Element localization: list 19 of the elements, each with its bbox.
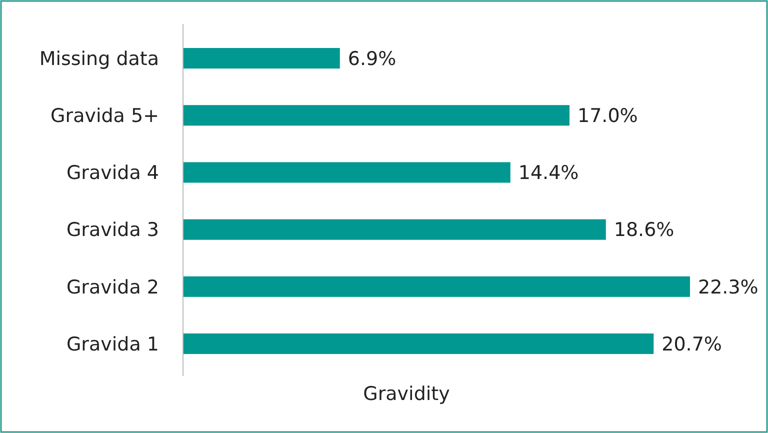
bar bbox=[183, 162, 510, 183]
bar bbox=[183, 48, 340, 69]
data-label: 6.9% bbox=[348, 48, 396, 70]
bar bbox=[183, 219, 606, 240]
x-axis-title: Gravidity bbox=[363, 383, 450, 405]
bar bbox=[183, 333, 654, 354]
data-label: 18.6% bbox=[614, 219, 674, 242]
y-tick-label: Gravida 3 bbox=[66, 219, 159, 242]
y-tick-label: Gravida 2 bbox=[66, 276, 159, 298]
y-tick-label: Gravida 5+ bbox=[50, 105, 159, 128]
y-tick-label: Gravida 1 bbox=[66, 333, 159, 356]
y-tick-label: Gravida 4 bbox=[66, 162, 159, 184]
y-tick-label: Missing data bbox=[39, 48, 159, 70]
data-label: 22.3% bbox=[698, 276, 758, 298]
bar bbox=[183, 105, 570, 126]
data-label: 14.4% bbox=[518, 162, 579, 184]
bar bbox=[183, 276, 690, 297]
data-label: 20.7% bbox=[662, 333, 722, 356]
data-label: 17.0% bbox=[578, 105, 638, 128]
